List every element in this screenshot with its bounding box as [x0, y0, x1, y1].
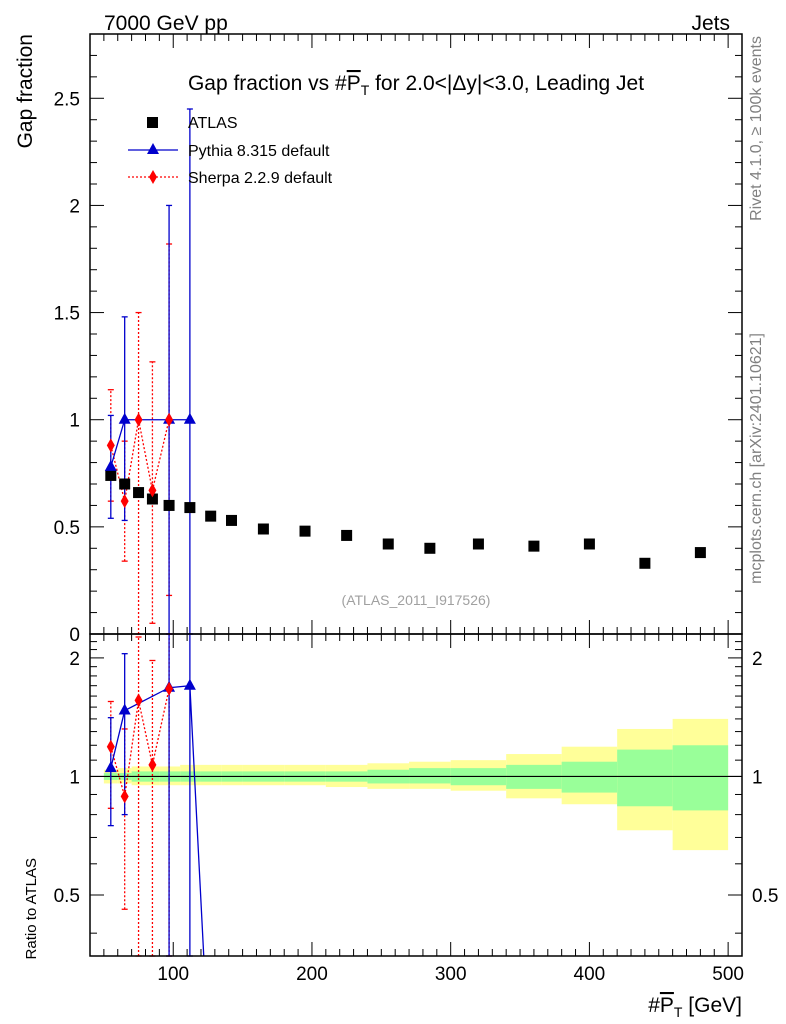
sherpa-main-marker [165, 412, 174, 427]
ratio-data-layer [104, 633, 205, 957]
sherpa-ratio-marker [148, 757, 157, 772]
plot-title: Gap fraction vs #PT for 2.0<|Δy|<3.0, Le… [188, 72, 644, 98]
pythia-main-marker [104, 459, 117, 471]
ratio-panel: 0.5 0.5 1 1 2 2 100 200 300 400 500 Ratio to ATLAS… [23, 633, 778, 1020]
sherpa-ratio-marker [106, 739, 115, 754]
main-y-tick-label: 2 [69, 196, 80, 217]
legend-sherpa-marker [149, 170, 157, 184]
atlas-data-point [639, 557, 651, 569]
atlas-data-point [133, 487, 145, 499]
x-tick-label: 500 [712, 964, 744, 985]
atlas-data-point [184, 502, 196, 514]
main-data-layer [104, 108, 706, 635]
ratio-green-band [672, 745, 729, 811]
sherpa-main-marker [148, 483, 157, 498]
main-y-tick-label: 0.5 [54, 518, 80, 539]
atlas-data-point [146, 493, 158, 505]
ratio-green-band [409, 768, 451, 784]
main-y-axis: 0 0.5 1 1.5 2 2.5 [54, 34, 742, 646]
atlas-data-point [694, 547, 706, 559]
main-y-tick-label: 2.5 [54, 89, 80, 110]
pythia-main-marker [118, 412, 131, 424]
x-tick-label: 100 [157, 964, 189, 985]
ratio-green-band [617, 749, 673, 807]
ratio-y-tick-label-right: 1 [752, 767, 763, 788]
sherpa-main-marker [106, 438, 115, 453]
atlas-data-point [424, 542, 436, 554]
header-process-label: Jets [691, 12, 730, 35]
main-panel: 0 0.5 1 1.5 2 2.5 Gap fraction vs #PT for 2.0… [14, 33, 743, 646]
pythia-ratio-marker [118, 703, 131, 715]
analysis-id-watermark: (ATLAS_2011_I917526) [342, 592, 491, 608]
x-tick-label: 200 [296, 964, 328, 985]
sherpa-ratio-marker [120, 789, 129, 804]
legend-pythia-marker [147, 143, 159, 154]
pythia-main-line [110, 419, 190, 468]
pythia-ratio-marker [183, 678, 196, 690]
ratio-y-axis-label: Ratio to ATLAS [23, 858, 40, 959]
sherpa-ratio-marker [165, 681, 174, 696]
legend-sherpa-label: Sherpa 2.2.9 default [188, 170, 333, 187]
atlas-data-point [382, 538, 394, 550]
x-tick-label: 400 [574, 964, 606, 985]
atlas-data-point [583, 538, 595, 550]
x-axis-label: #PT [GeV] [648, 994, 742, 1020]
ratio-plot-frame [89, 633, 743, 957]
atlas-data-point [341, 529, 353, 541]
ratio-uncertainty-bands [90, 718, 742, 851]
ratio-axes: 0.5 0.5 1 1 2 2 100 200 300 400 500 [54, 634, 778, 985]
legend-atlas-label: ATLAS [188, 115, 238, 132]
mcplots-source-label: mcplots.cern.ch [arXiv:2401.10621] [748, 333, 765, 584]
x-tick-label: 300 [435, 964, 467, 985]
legend-atlas-marker [147, 117, 158, 128]
atlas-data-point [163, 499, 175, 511]
ratio-y-tick-label-right: 2 [752, 649, 763, 670]
sherpa-ratio-marker [134, 693, 143, 708]
pythia-main-marker [183, 412, 196, 424]
ratio-green-band [561, 761, 618, 793]
header-collision-label: 7000 GeV pp [104, 12, 228, 35]
main-y-tick-label-0: 0 [69, 625, 80, 646]
ratio-y-tick-label: 0.5 [54, 886, 80, 907]
main-y-axis-label: Gap fraction [14, 34, 37, 148]
legend-pythia-label: Pythia 8.315 default [188, 143, 330, 160]
legend: ATLAS Pythia 8.315 default Sherpa 2.2.9 … [128, 115, 333, 187]
atlas-data-point [472, 538, 484, 550]
sherpa-main-marker [120, 494, 129, 509]
rivet-version-label: Rivet 4.1.0, ≥ 100k events [748, 36, 765, 221]
atlas-data-point [225, 514, 237, 526]
atlas-data-point [528, 540, 540, 552]
pythia-ratio-marker [104, 761, 117, 773]
sherpa-main-marker [134, 412, 143, 427]
main-y-tick-label: 1 [69, 411, 80, 432]
ratio-y-tick-label-right: 0.5 [752, 886, 778, 907]
atlas-data-point [257, 523, 269, 535]
atlas-data-point [205, 510, 217, 522]
ratio-y-tick-label: 1 [69, 767, 80, 788]
main-y-tick-label: 1.5 [54, 304, 80, 325]
atlas-data-point [119, 478, 131, 490]
ratio-y-tick-label: 2 [69, 649, 80, 670]
atlas-data-point [299, 525, 311, 537]
atlas-data-point [105, 469, 117, 481]
